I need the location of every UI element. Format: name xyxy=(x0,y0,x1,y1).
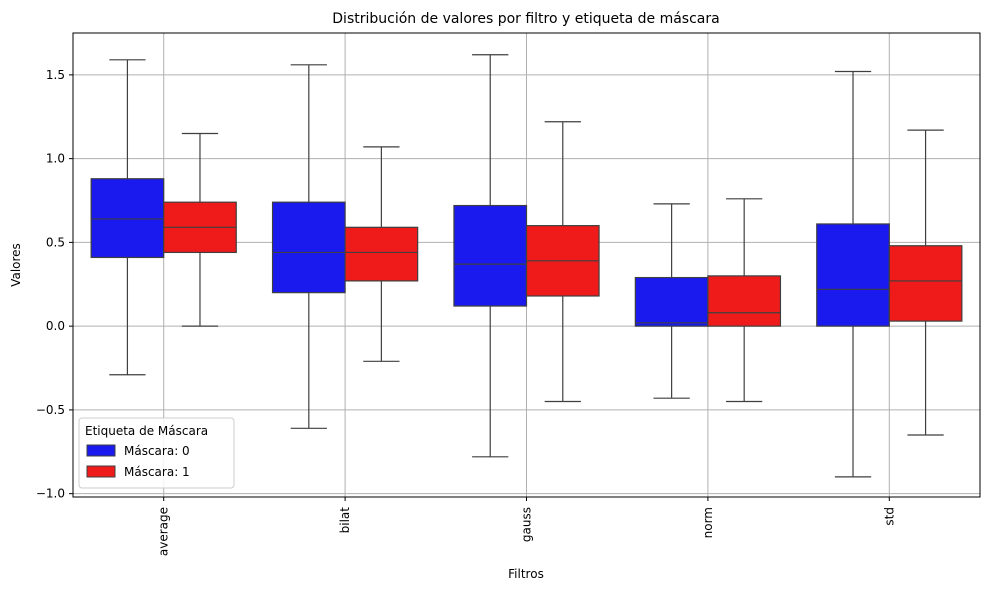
boxes xyxy=(90,54,963,478)
y-tick-label: −1.0 xyxy=(36,487,65,501)
chart-title: Distribución de valores por filtro y eti… xyxy=(332,11,719,27)
box-Máscara: 0-std xyxy=(816,70,890,478)
box-iqr xyxy=(344,226,419,282)
y-tick-label: −0.5 xyxy=(36,403,65,417)
y-axis-label: Valores xyxy=(9,243,23,287)
x-axis-label: Filtros xyxy=(508,567,544,581)
box-Máscara: 0-average xyxy=(90,59,165,376)
legend-label-0: Máscara: 0 xyxy=(124,444,190,458)
box-Máscara: 1-bilat xyxy=(344,146,419,362)
box-Máscara: 1-gauss xyxy=(525,121,600,403)
box-iqr xyxy=(816,223,890,327)
box-iqr xyxy=(707,275,782,327)
box-iqr xyxy=(453,204,528,307)
box-Máscara: 1-std xyxy=(888,129,963,436)
box-Máscara: 0-norm xyxy=(634,203,709,399)
x-tick-label: std xyxy=(882,507,896,526)
y-tick-label: 0.0 xyxy=(46,319,65,333)
box-iqr xyxy=(888,245,963,322)
x-tick-label: average xyxy=(157,507,171,556)
box-Máscara: 1-norm xyxy=(707,198,782,403)
y-tick-label: 1.0 xyxy=(46,152,65,166)
box-iqr xyxy=(90,178,165,259)
legend-label-1: Máscara: 1 xyxy=(124,465,190,479)
legend-swatch-1 xyxy=(86,465,116,478)
x-tick-label: gauss xyxy=(520,507,534,542)
x-tick-label: bilat xyxy=(338,507,352,534)
y-tick-label: 0.5 xyxy=(46,235,65,249)
legend-frame xyxy=(78,417,235,489)
legend-title: Etiqueta de Máscara xyxy=(85,424,208,438)
y-tick-label: 1.5 xyxy=(46,68,65,82)
axes: −1.0 −0.5 0.0 0.5 1.0 1.5 average bilat gauss nor… xyxy=(36,68,896,556)
box-Máscara: 0-bilat xyxy=(271,64,346,429)
legend-swatch-0 xyxy=(86,444,116,457)
legend: Etiqueta de Máscara Máscara: 0 Máscara: … xyxy=(78,417,235,489)
box-Máscara: 0-gauss xyxy=(453,54,528,458)
box-Máscara: 1-average xyxy=(163,132,237,327)
x-tick-label: norm xyxy=(701,507,715,538)
box-iqr xyxy=(271,201,346,294)
box-iqr xyxy=(634,276,709,327)
